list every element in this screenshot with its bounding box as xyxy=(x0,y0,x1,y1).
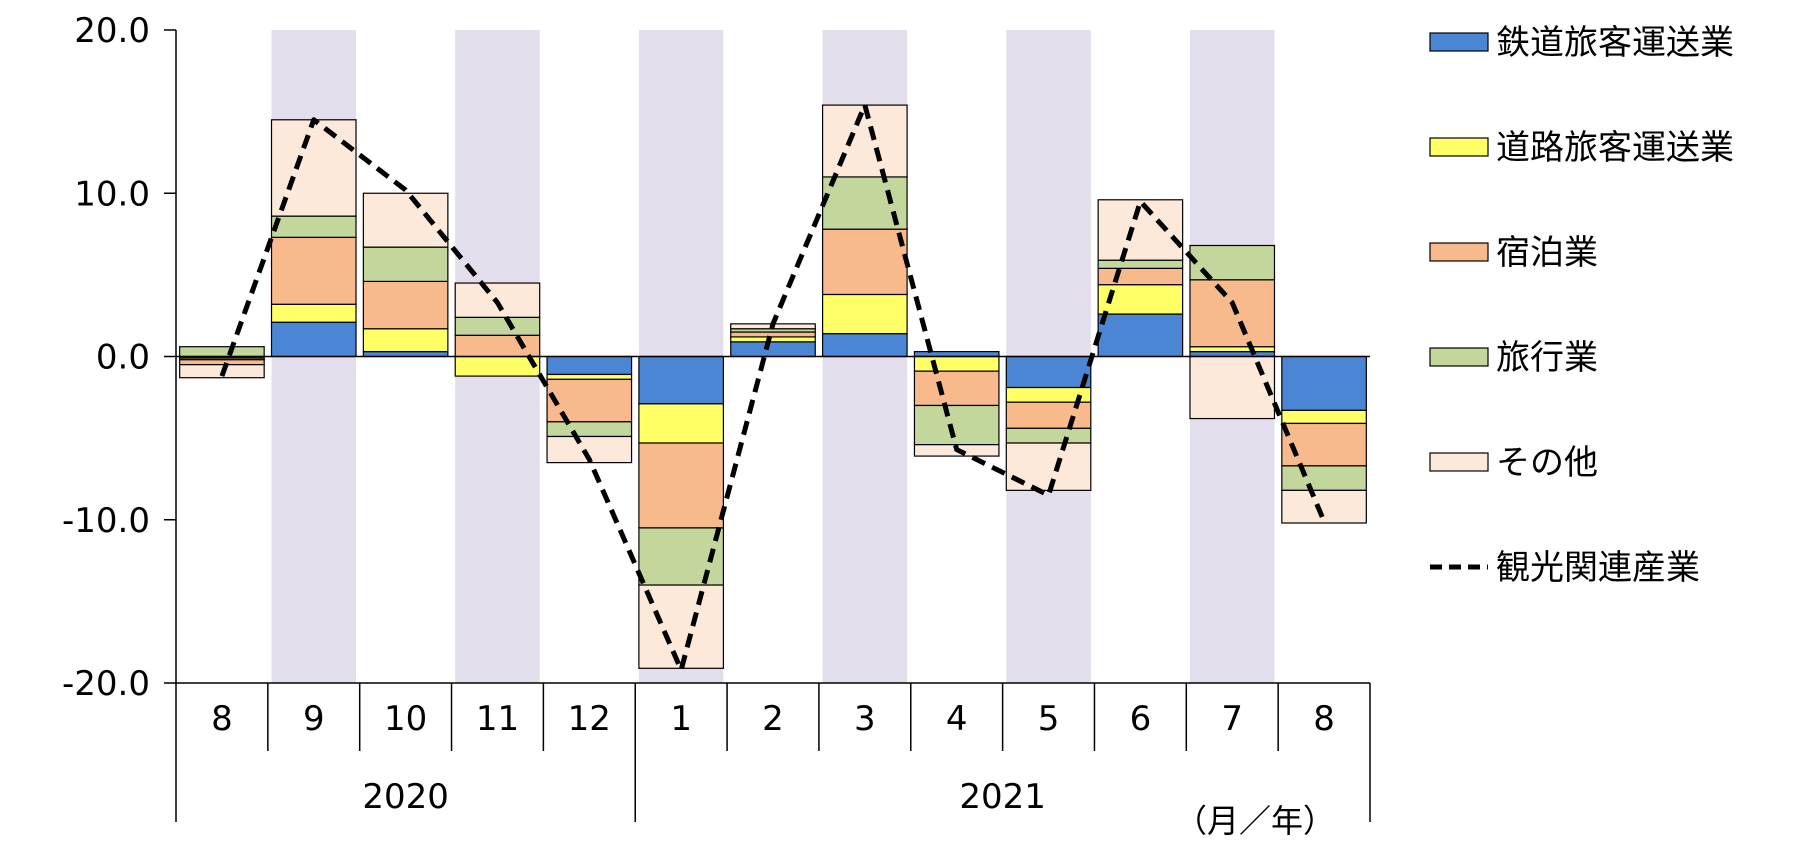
legend-line-label: 観光関連産業 xyxy=(1496,548,1700,588)
line-series-path xyxy=(219,102,1327,673)
bar-segment-0-5 xyxy=(638,355,725,405)
category-label-10: 6 xyxy=(1130,699,1152,739)
bar-segment-1-8 xyxy=(913,355,1000,372)
bar-segment-0-4 xyxy=(546,355,633,376)
bar-segment-1-7 xyxy=(821,293,908,335)
bar-segment-1-2 xyxy=(362,328,449,353)
category-label-11: 7 xyxy=(1221,699,1243,739)
bar-segment-2-6 xyxy=(730,331,816,338)
year-label-0: 2020 xyxy=(362,777,449,817)
bar-segment-2-5 xyxy=(638,442,725,529)
category-label-0: 8 xyxy=(211,699,233,739)
bar-segment-1-6 xyxy=(730,336,816,343)
category-label-2: 10 xyxy=(384,699,427,739)
bar-segment-2-3 xyxy=(454,334,541,358)
bar-segment-2-4 xyxy=(546,378,633,423)
bar-segment-2-2 xyxy=(362,280,449,330)
y-tick-label-3: -10.0 xyxy=(62,501,150,541)
legend-label-4: その他 xyxy=(1496,443,1598,483)
legend-swatch-2 xyxy=(1429,242,1489,262)
legend-swatch-1 xyxy=(1429,137,1489,157)
category-label-6: 2 xyxy=(762,699,784,739)
legend-swatch-0 xyxy=(1429,32,1489,52)
bars xyxy=(179,104,1367,669)
bar-segment-0-6 xyxy=(730,341,816,358)
bar-segment-1-1 xyxy=(270,303,357,323)
year-label-1: 2021 xyxy=(959,777,1046,817)
bar-segment-2-1 xyxy=(270,236,357,305)
legend-label-3: 旅行業 xyxy=(1496,338,1598,378)
y-tick-label-2: 0.0 xyxy=(96,338,150,378)
category-label-4: 12 xyxy=(568,699,611,739)
bar-segment-4-12 xyxy=(1281,489,1367,524)
bar-segment-3-12 xyxy=(1281,465,1367,491)
bar-segment-3-0 xyxy=(179,346,265,358)
bar-segment-3-1 xyxy=(270,215,357,238)
category-label-8: 4 xyxy=(946,699,968,739)
axes xyxy=(175,30,1371,822)
bar-segment-0-12 xyxy=(1281,355,1367,411)
legend-label-0: 鉄道旅客運送業 xyxy=(1496,23,1734,63)
bar-segment-3-2 xyxy=(362,246,449,283)
bar-segment-1-11 xyxy=(1189,346,1276,353)
legend-swatch-3 xyxy=(1429,347,1489,367)
bar-segment-3-8 xyxy=(913,404,1000,446)
category-label-12: 8 xyxy=(1313,699,1335,739)
bar-segment-2-0 xyxy=(179,359,265,366)
unit-label: （月／年） xyxy=(1175,802,1335,840)
bar-segment-3-4 xyxy=(546,421,633,438)
category-label-3: 11 xyxy=(476,699,519,739)
bar-segment-1-5 xyxy=(638,403,725,444)
bar-segment-2-8 xyxy=(913,370,1000,407)
bar-segment-3-10 xyxy=(1097,259,1184,269)
category-label-1: 9 xyxy=(303,699,325,739)
bar-segment-0-9 xyxy=(1005,355,1092,389)
bar-segment-1-12 xyxy=(1281,409,1367,425)
bar-segment-4-10 xyxy=(1097,199,1184,261)
bar-segment-2-10 xyxy=(1097,267,1184,286)
bar-segment-1-4 xyxy=(546,373,633,380)
legend-label-2: 宿泊業 xyxy=(1496,233,1598,273)
y-tick-label-0: 20.0 xyxy=(74,11,150,51)
category-label-9: 5 xyxy=(1038,699,1060,739)
bar-segment-2-12 xyxy=(1281,422,1367,467)
trend-line xyxy=(219,102,1327,673)
bar-segment-3-11 xyxy=(1189,244,1276,281)
category-label-5: 1 xyxy=(670,699,692,739)
y-tick-label-4: -20.0 xyxy=(62,664,150,704)
y-axis-ticks: 20.0 10.0 0.0 -10.0 -20.0 xyxy=(62,11,176,704)
bar-segment-1-3 xyxy=(454,355,541,377)
bar-segment-4-2 xyxy=(362,192,449,248)
bar-segment-4-5 xyxy=(638,584,725,669)
bar-segment-0-10 xyxy=(1097,313,1184,358)
bar-segment-3-9 xyxy=(1005,427,1092,444)
bar-segment-0-7 xyxy=(821,333,908,358)
category-label-7: 3 xyxy=(854,699,876,739)
bar-segment-4-11 xyxy=(1189,355,1276,420)
legend-label-1: 道路旅客運送業 xyxy=(1496,128,1734,168)
bar-segment-2-7 xyxy=(821,228,908,296)
bar-segment-4-7 xyxy=(821,104,908,178)
bar-segment-2-11 xyxy=(1189,279,1276,348)
legend-swatch-4 xyxy=(1429,452,1489,472)
y-tick-label-1: 10.0 xyxy=(74,174,150,214)
bar-segment-4-3 xyxy=(454,282,541,318)
bar-segment-0-1 xyxy=(270,321,357,358)
bar-segment-3-3 xyxy=(454,316,541,336)
